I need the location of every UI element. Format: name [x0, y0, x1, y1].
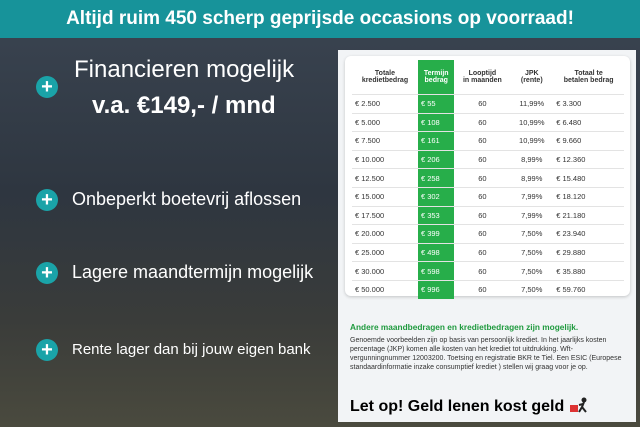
table-cell: 7,50% — [510, 279, 554, 299]
table-row: € 7.500 € 161 60 10,99% € 9.660 — [352, 131, 624, 151]
table-cell: € 108 — [417, 112, 455, 132]
table-cell: € 29.880 — [553, 242, 624, 262]
headline-price: v.a. €149,- / mnd — [92, 92, 276, 119]
warning-text: Let op! Geld lenen kost geld — [350, 398, 565, 415]
table-row: € 12.500 € 258 60 8,99% € 15.480 — [352, 168, 624, 188]
note-heading: Andere maandbedragen en kredietbedragen … — [350, 322, 579, 332]
header-line: (rente) — [520, 77, 543, 84]
table-cell: € 23.940 — [553, 224, 624, 244]
table-cell: € 258 — [417, 168, 455, 188]
header-line: Looptijd — [468, 70, 497, 77]
banner: Altijd ruim 450 scherp geprijsde occasio… — [0, 0, 640, 38]
table-row: € 10.000 € 206 60 8,99% € 12.360 — [352, 149, 624, 169]
finance-table: Totale kredietbedrag Termijn bedrag Looptijd… — [352, 60, 624, 299]
header-line: in maanden — [462, 77, 502, 84]
table-cell: € 15.480 — [553, 168, 624, 188]
column-header: JPK (rente) — [510, 60, 553, 95]
table-cell: € 7.500 — [352, 131, 418, 151]
table-cell: € 12.500 — [352, 168, 418, 188]
column-header: Totale kredietbedrag — [352, 60, 418, 95]
headline: Financieren mogelijk — [74, 56, 295, 83]
table-cell: € 59.760 — [553, 279, 624, 299]
table-cell: 60 — [454, 279, 511, 299]
table-cell: 60 — [454, 186, 511, 207]
table-row: € 20.000 € 399 60 7,50% € 23.940 — [352, 224, 624, 244]
table-cell: 60 — [454, 261, 511, 281]
table-cell: 60 — [454, 131, 511, 151]
table-row: € 17.500 € 353 60 7,99% € 21.180 — [352, 205, 624, 225]
table-cell: € 5.000 — [352, 112, 418, 132]
table-cell: € 6.480 — [553, 112, 624, 132]
table-cell: € 35.880 — [553, 261, 624, 281]
table-cell: 7,50% — [510, 261, 554, 281]
table-cell: € 18.120 — [553, 186, 624, 207]
table-cell: € 10.000 — [352, 149, 418, 169]
plus-icon: + — [36, 189, 58, 211]
table-cell: 7,50% — [510, 224, 554, 244]
table-cell: 10,99% — [510, 112, 554, 132]
table-cell: € 50.000 — [352, 279, 418, 299]
table-cell: € 30.000 — [352, 261, 418, 281]
table-row: € 50.000 € 996 60 7,50% € 59.760 — [352, 279, 624, 299]
table-cell: € 206 — [417, 149, 455, 169]
table-cell: € 12.360 — [553, 149, 624, 169]
table-row: € 5.000 € 108 60 10,99% € 6.480 — [352, 112, 624, 132]
table-cell: € 17.500 — [352, 205, 418, 225]
table-cell: 60 — [454, 224, 511, 244]
table-cell: € 161 — [417, 131, 455, 151]
column-header: Termijn bedrag — [417, 60, 455, 95]
table-cell: € 15.000 — [352, 186, 418, 207]
table-cell: € 399 — [417, 224, 455, 244]
plus-icon: + — [36, 262, 58, 284]
table-cell: 60 — [454, 168, 511, 188]
header-line: Termijn — [423, 70, 449, 77]
table-cell: 11,99% — [510, 94, 554, 114]
table-cell: € 21.180 — [553, 205, 624, 225]
warning: Let op! Geld lenen kost geld — [350, 397, 591, 416]
bullet: Onbeperkt boetevrij aflossen — [72, 189, 302, 209]
table-cell: 60 — [454, 242, 511, 262]
table-cell: € 20.000 — [352, 224, 418, 244]
table-cell: € 3.300 — [553, 94, 624, 114]
table-row: € 2.500 € 55 60 11,99% € 3.300 — [352, 94, 624, 114]
table-cell: € 9.660 — [553, 131, 624, 151]
header-line: bedrag — [424, 77, 448, 84]
header-line: kredietbedrag — [361, 77, 409, 84]
header-line: Totale — [374, 70, 396, 77]
bullet: Rente lager dan bij jouw eigen bank — [72, 341, 311, 358]
table-cell: 60 — [454, 149, 511, 169]
table-cell: € 25.000 — [352, 242, 418, 262]
table-cell: 7,50% — [510, 242, 554, 262]
table-cell: € 302 — [417, 186, 455, 207]
header-line: betalen bedrag — [563, 77, 614, 84]
table-cell: € 55 — [417, 94, 455, 114]
column-header: Totaal te betalen bedrag — [553, 60, 624, 95]
table-cell: € 353 — [417, 205, 455, 225]
table-cell: 8,99% — [510, 168, 554, 188]
header-line: JPK — [524, 70, 539, 77]
table-cell: € 598 — [417, 261, 455, 281]
bullet: Lagere maandtermijn mogelijk — [72, 262, 314, 282]
note: Genoemde voorbeelden zijn op basis van p… — [350, 337, 622, 371]
table-cell: 8,99% — [510, 149, 554, 169]
column-header: Looptijd in maanden — [454, 60, 510, 95]
table-cell: € 996 — [417, 279, 455, 299]
table-row: € 25.000 € 498 60 7,50% € 29.880 — [352, 242, 624, 262]
table-cell: 7,99% — [510, 205, 554, 225]
table-cell: € 2.500 — [352, 94, 418, 114]
table-cell: 10,99% — [510, 131, 554, 151]
plus-icon: + — [36, 76, 58, 98]
table-row: € 15.000 € 302 60 7,99% € 18.120 — [352, 186, 624, 207]
table-cell: 60 — [454, 112, 511, 132]
table-cell: 60 — [454, 205, 511, 225]
table-cell: € 498 — [417, 242, 455, 262]
table-cell: 60 — [454, 94, 511, 114]
table-row: € 30.000 € 598 60 7,50% € 35.880 — [352, 261, 624, 281]
warning-icon — [569, 397, 587, 413]
header-line: Totaal te — [574, 70, 603, 77]
plus-icon: + — [36, 339, 58, 361]
table-cell: 7,99% — [510, 186, 554, 207]
